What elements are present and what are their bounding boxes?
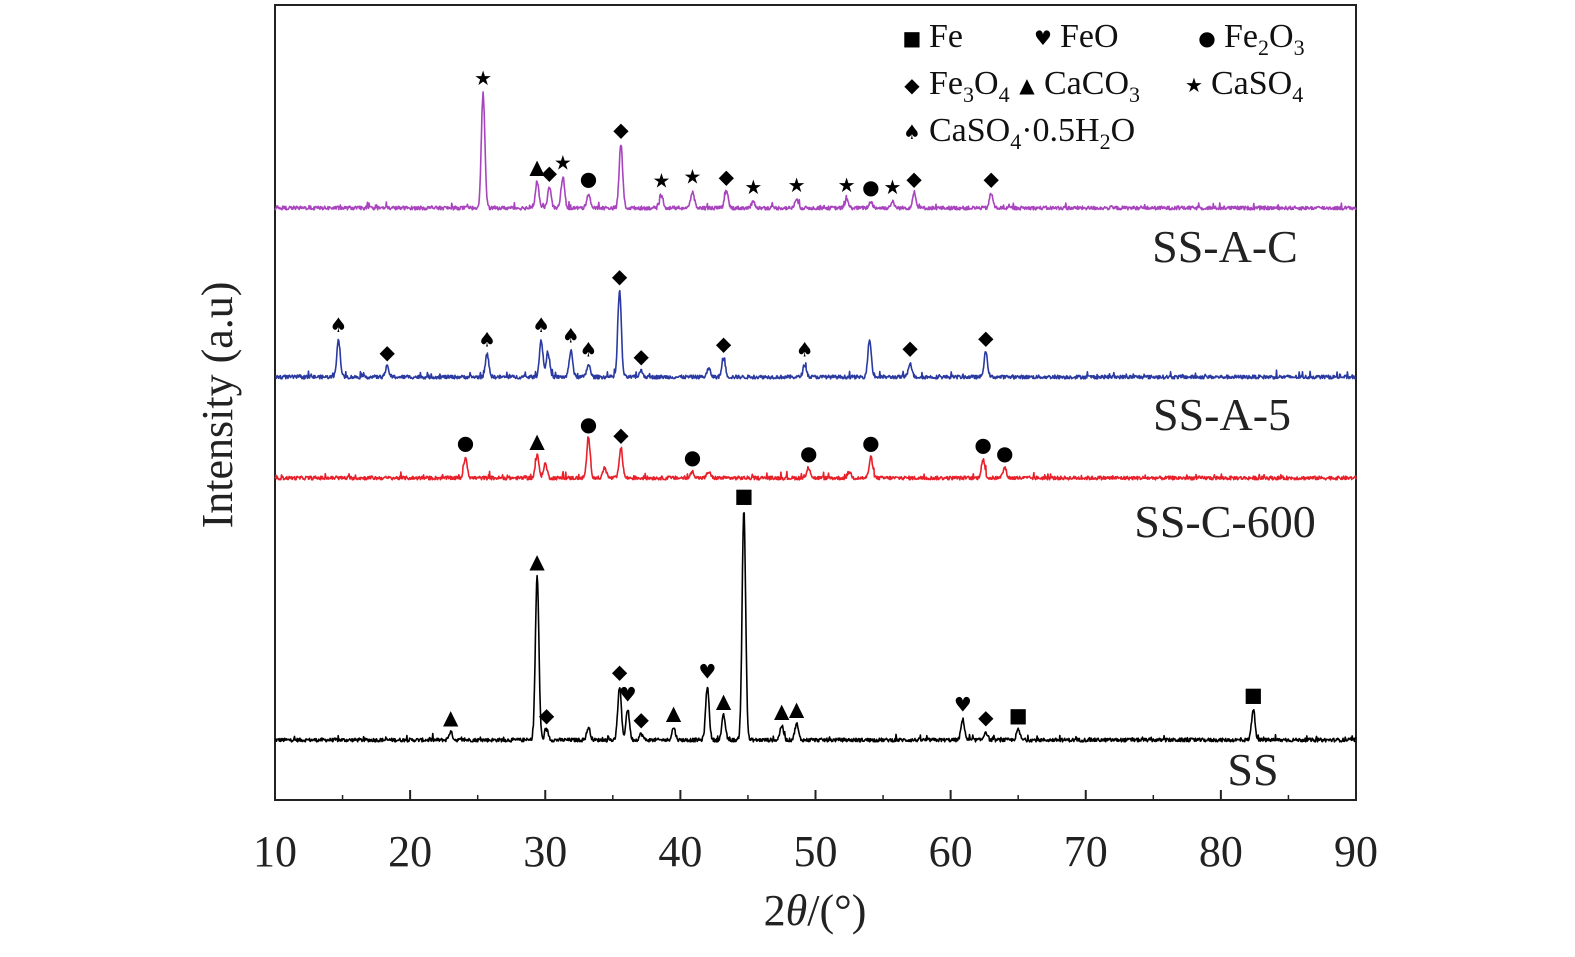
legend-item-star: ★ CaSO4​ bbox=[1185, 65, 1303, 107]
x-tick-label: 50 bbox=[794, 827, 838, 876]
peak-marker-diamond: ◆ bbox=[634, 344, 650, 368]
peak-marker-square: ■ bbox=[734, 483, 753, 507]
peak-marker-circle: ● bbox=[800, 441, 817, 465]
peak-marker-diamond: ◆ bbox=[613, 422, 629, 446]
legend: ■ Fe ♥ FeO ● Fe2​O3​ ◆ Fe3​O4​ ▲ CaCO3​ ★ CaSO4​ ♠ Ca… bbox=[903, 18, 1305, 154]
peak-marker-spade: ♠ bbox=[562, 323, 580, 347]
series-labels: SS SS-C-600 SS-A-5 SS-A-C bbox=[1134, 221, 1315, 795]
peak-marker-diamond: ◆ bbox=[719, 165, 735, 189]
x-axis-ticks: 10 20 30 40 50 60 70 80 90 bbox=[253, 790, 1378, 876]
x-axis-title: 2θ/(°) bbox=[764, 886, 867, 935]
peak-marker-circle: ● bbox=[580, 412, 597, 436]
x-tick-label: 60 bbox=[929, 827, 973, 876]
x-tick-label: 90 bbox=[1334, 827, 1378, 876]
x-tick-label: 80 bbox=[1199, 827, 1243, 876]
peak-marker-triangle: ▲ bbox=[666, 701, 682, 725]
legend-item-square: ■ Fe bbox=[903, 18, 963, 55]
peak-marker-diamond: ◆ bbox=[539, 703, 555, 727]
peak-marker-star: ★ bbox=[684, 165, 702, 189]
peak-marker-spade: ♠ bbox=[532, 313, 550, 337]
peak-marker-circle: ● bbox=[974, 433, 991, 457]
peak-marker-diamond: ◆ bbox=[902, 336, 918, 360]
peak-marker-heart: ♥ bbox=[698, 660, 716, 684]
series-line-ss-c-600 bbox=[274, 436, 1357, 481]
peak-marker-star: ★ bbox=[554, 150, 572, 174]
series-layer bbox=[274, 91, 1357, 743]
y-axis-title: Intensity (a.u) bbox=[193, 282, 242, 529]
legend-symbol-heart: ♥ bbox=[1034, 26, 1052, 50]
peak-marker-triangle: ▲ bbox=[716, 688, 732, 712]
peak-marker-circle: ● bbox=[580, 167, 597, 191]
marker-layer: ▲▲◆◆♥◆ ▲♥▲■▲ ▲ ♥◆ ■■● ▲● ◆● ● ● ● ●♠◆♠♠ ♠♠◆◆◆ ♠ ◆ ◆★▲◆… bbox=[330, 66, 1263, 731]
series-label-ss-a-5: SS-A-5 bbox=[1153, 389, 1291, 440]
peak-marker-diamond: ◆ bbox=[380, 340, 396, 364]
x-tick-label: 10 bbox=[253, 827, 297, 876]
peak-marker-heart: ♥ bbox=[619, 682, 637, 706]
legend-item-triangle: ▲ CaCO3​ bbox=[1019, 65, 1140, 107]
series-label-ss: SS bbox=[1227, 744, 1278, 795]
peak-marker-diamond: ◆ bbox=[716, 332, 732, 356]
peak-marker-spade: ♠ bbox=[796, 338, 814, 362]
peak-marker-star: ★ bbox=[884, 175, 902, 199]
legend-item-diamond: ◆ Fe3​O4​ bbox=[904, 65, 1009, 107]
peak-marker-circle: ● bbox=[862, 175, 879, 199]
peak-marker-star: ★ bbox=[788, 173, 806, 197]
legend-symbol-star: ★ bbox=[1185, 73, 1203, 97]
peak-marker-star: ★ bbox=[474, 66, 492, 90]
legend-label: CaSO4​·0.5H2​O bbox=[929, 112, 1135, 154]
peak-marker-triangle: ▲ bbox=[529, 154, 545, 178]
peak-marker-spade: ♠ bbox=[330, 313, 348, 337]
legend-label: Fe2​O3​ bbox=[1224, 18, 1305, 60]
peak-marker-diamond: ◆ bbox=[634, 707, 650, 731]
x-tick-label: 20 bbox=[388, 827, 432, 876]
legend-symbol-diamond: ◆ bbox=[904, 73, 920, 97]
peak-marker-triangle: ▲ bbox=[443, 705, 459, 729]
peak-marker-triangle: ▲ bbox=[529, 549, 545, 573]
legend-item-circle: ● Fe2​O3​ bbox=[1198, 18, 1304, 60]
peak-marker-heart: ♥ bbox=[954, 693, 972, 717]
peak-marker-spade: ♠ bbox=[580, 338, 598, 362]
peak-marker-diamond: ◆ bbox=[978, 325, 994, 349]
legend-symbol-circle: ● bbox=[1198, 26, 1215, 50]
peak-marker-triangle: ▲ bbox=[529, 428, 545, 452]
legend-label: Fe3​O4​ bbox=[929, 65, 1010, 107]
peak-marker-triangle: ▲ bbox=[774, 699, 790, 723]
legend-label: FeO bbox=[1060, 18, 1119, 55]
peak-marker-triangle: ▲ bbox=[789, 697, 805, 721]
legend-symbol-square: ■ bbox=[903, 26, 922, 50]
peak-marker-diamond: ◆ bbox=[978, 705, 994, 729]
peak-marker-star: ★ bbox=[838, 173, 856, 197]
legend-label: CaSO4​ bbox=[1211, 65, 1303, 107]
peak-marker-diamond: ◆ bbox=[612, 660, 628, 684]
legend-label: Fe bbox=[929, 18, 963, 55]
peak-marker-circle: ● bbox=[684, 445, 701, 469]
series-line-ss-a-5 bbox=[274, 289, 1357, 380]
legend-label: CaCO3​ bbox=[1044, 65, 1140, 107]
peak-marker-square: ■ bbox=[1009, 703, 1028, 727]
series-label-ss-a-c: SS-A-C bbox=[1152, 221, 1298, 272]
x-tick-label: 40 bbox=[658, 827, 702, 876]
x-tick-label: 70 bbox=[1064, 827, 1108, 876]
legend-symbol-spade: ♠ bbox=[903, 120, 921, 144]
legend-item-spade: ♠ CaSO4​·0.5H2​O bbox=[903, 112, 1135, 154]
peak-marker-diamond: ◆ bbox=[906, 167, 922, 191]
x-tick-label: 30 bbox=[523, 827, 567, 876]
peak-marker-circle: ● bbox=[862, 431, 879, 455]
peak-marker-circle: ● bbox=[996, 441, 1013, 465]
peak-marker-square: ■ bbox=[1244, 682, 1263, 706]
series-line-ss bbox=[274, 512, 1357, 743]
legend-symbol-triangle: ▲ bbox=[1019, 73, 1035, 97]
peak-marker-star: ★ bbox=[744, 175, 762, 199]
peak-marker-diamond: ◆ bbox=[612, 264, 628, 288]
series-line-ss-a-c bbox=[274, 91, 1357, 211]
peak-marker-diamond: ◆ bbox=[613, 117, 629, 141]
legend-item-heart: ♥ FeO bbox=[1034, 18, 1119, 55]
peak-marker-circle: ● bbox=[457, 431, 474, 455]
peak-marker-star: ★ bbox=[653, 169, 671, 193]
peak-marker-diamond: ◆ bbox=[542, 161, 558, 185]
peak-marker-diamond: ◆ bbox=[984, 167, 1000, 191]
peak-marker-spade: ♠ bbox=[478, 327, 496, 351]
series-label-ss-c-600: SS-C-600 bbox=[1134, 496, 1315, 547]
